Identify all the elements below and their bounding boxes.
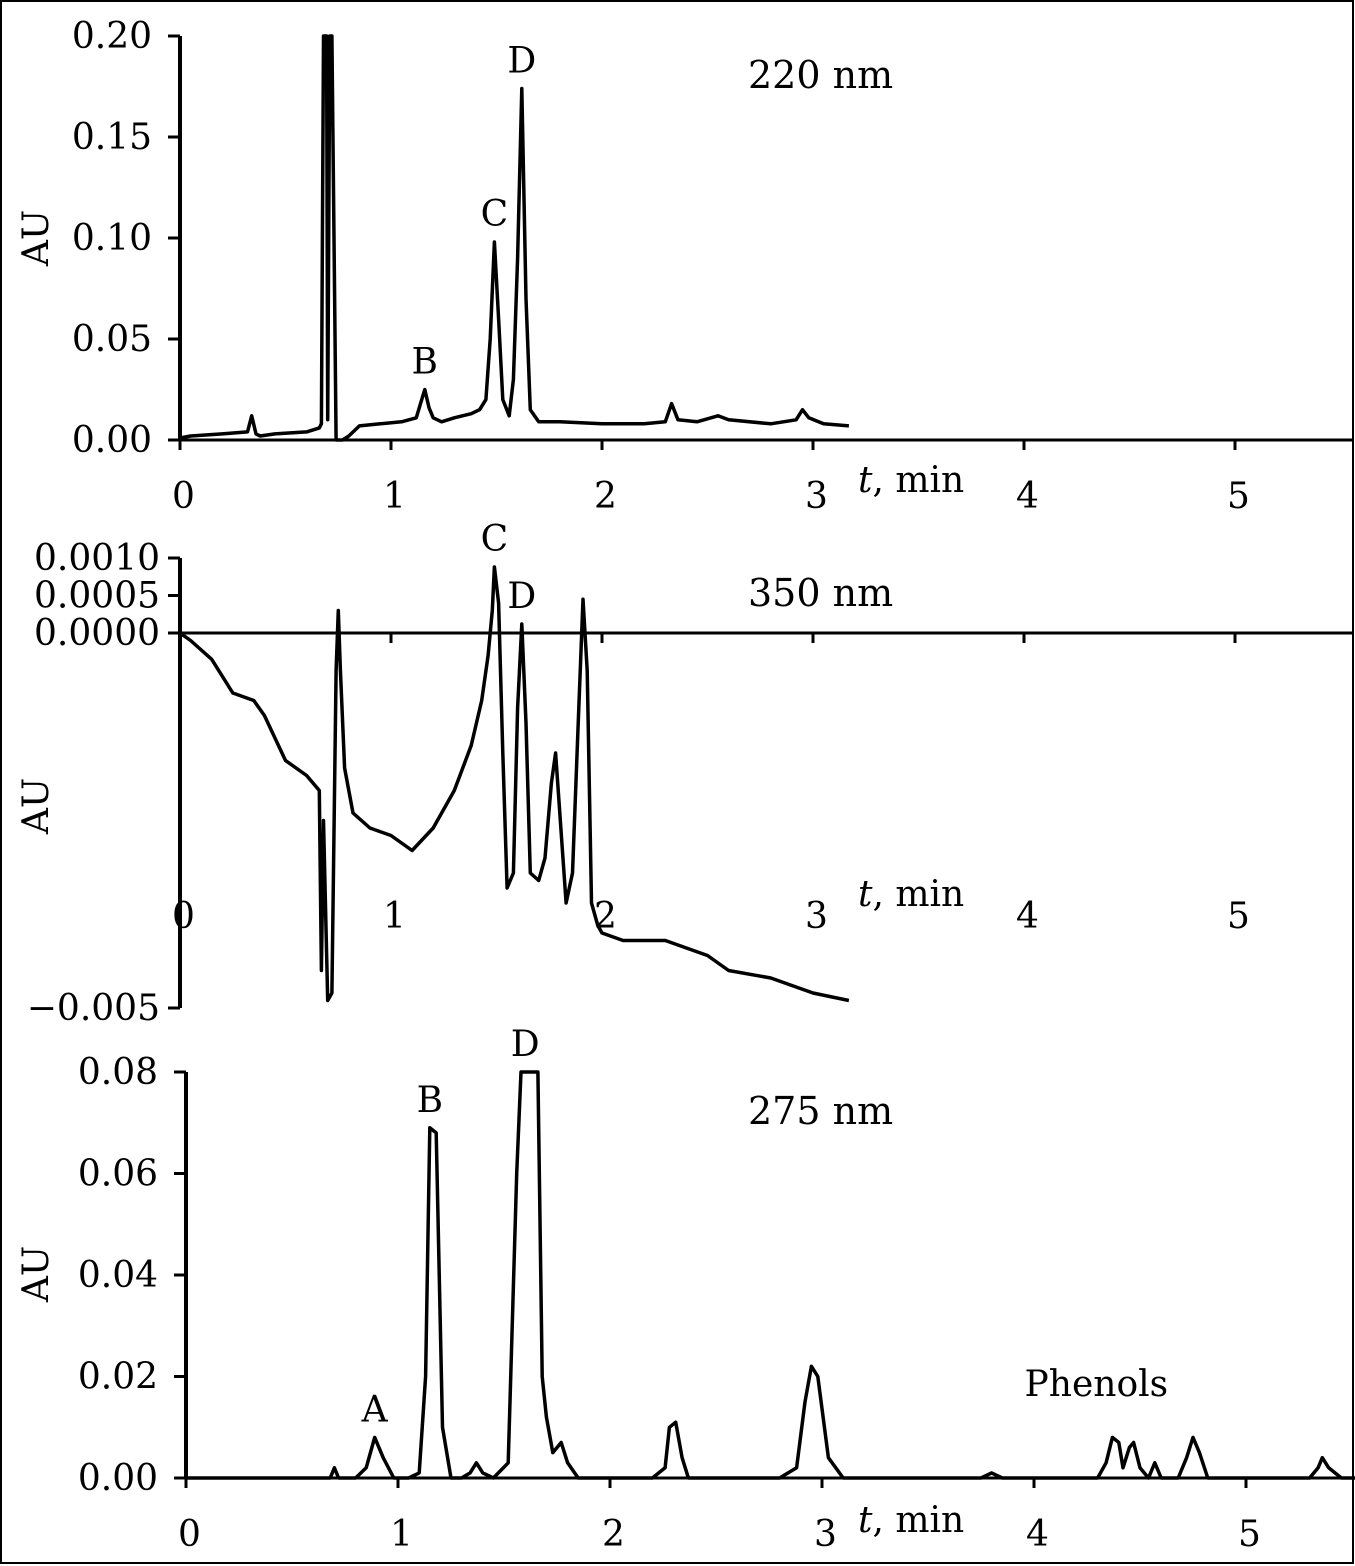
- y-tick-labels: 0.00 0.02 0.04 0.06 0.08: [78, 1052, 158, 1499]
- panel-275nm: 0 1 2 3 4 5 0.00 0.02 0.04 0.06 0.08 A B D Phenols A…: [16, 1024, 1355, 1555]
- peak-label-c: C: [481, 194, 509, 235]
- x-tick-label: 1: [383, 896, 406, 937]
- x-tick-labels: 0 1 2 3 4 5: [172, 476, 1250, 517]
- chromatogram-trace: [178, 565, 850, 1003]
- y-tick-label: 0.05: [72, 319, 152, 360]
- y-tick-label: 0.02: [78, 1357, 158, 1398]
- peak-label-d: D: [507, 41, 536, 82]
- y-tick-label: 0.00: [72, 420, 152, 461]
- peak-labels: A B D Phenols: [361, 1024, 1168, 1430]
- x-axis-label-italic: t: [858, 874, 873, 915]
- y-axis-label: AU: [16, 778, 57, 835]
- chromatogram-trace: [186, 1070, 1355, 1480]
- x-axis-label-rest: , min: [872, 460, 964, 501]
- x-axis-label-italic: t: [858, 1500, 873, 1541]
- peak-labels: CD: [481, 519, 537, 617]
- y-axis-label: AU: [16, 210, 57, 267]
- y-tick-label: 0.0010: [34, 538, 160, 579]
- peak-label-d: D: [507, 576, 536, 617]
- x-axis-label: t, min: [858, 460, 964, 501]
- y-tick-label: 0.04: [78, 1255, 158, 1296]
- x-tick-label: 5: [1227, 896, 1250, 937]
- y-tick-label: 0.00: [78, 1458, 158, 1499]
- wavelength-annotation: 275 nm: [748, 1089, 893, 1133]
- x-tick-label: 2: [594, 476, 617, 517]
- peak-labels: B C D: [412, 41, 537, 383]
- x-tick-labels: 0 1 2 3 4 5: [178, 1514, 1261, 1555]
- peak-label-d: D: [511, 1024, 540, 1065]
- y-tick-label: 0.10: [72, 218, 152, 259]
- x-axis-label: t, min: [858, 874, 964, 915]
- wavelength-annotation: 220 nm: [748, 53, 893, 97]
- axes: [168, 34, 1352, 450]
- x-tick-label: 4: [1016, 896, 1039, 937]
- x-tick-label: 0: [178, 1514, 201, 1555]
- panel-220nm: 0 1 2 3 4 5 0.00 0.05 0.10 0.15 0.20 B C D AU t, mi…: [16, 16, 1352, 517]
- y-tick-labels: 0.00 0.05 0.10 0.15 0.20: [72, 16, 152, 461]
- x-tick-label: 0: [172, 896, 195, 937]
- axes: [174, 1070, 1352, 1488]
- plot-lines: [179, 34, 850, 442]
- peak-label-a: A: [361, 1389, 389, 1430]
- x-tick-labels: 0 1 2 3 4 5: [172, 896, 1250, 937]
- y-axis-label: AU: [16, 1246, 57, 1303]
- y-tick-label: 0.0000: [34, 613, 160, 654]
- peak-label-b: B: [417, 1080, 443, 1121]
- y-tick-label: 0.0005: [34, 576, 160, 617]
- chromatogram-trace: [179, 34, 850, 442]
- x-axis-label-italic: t: [858, 460, 873, 501]
- y-tick-label: 0.15: [72, 117, 152, 158]
- peak-label-b: B: [412, 342, 438, 383]
- wavelength-annotation: 350 nm: [748, 571, 893, 615]
- x-axis-label-rest: , min: [872, 874, 964, 915]
- x-axis-label-rest: , min: [872, 1500, 964, 1541]
- x-tick-label: 2: [594, 896, 617, 937]
- peak-label-phenols: Phenols: [1025, 1364, 1169, 1405]
- peak-label-c: C: [481, 519, 509, 560]
- x-tick-label: 2: [602, 1514, 625, 1555]
- x-tick-label: 4: [1016, 476, 1039, 517]
- x-tick-label: 1: [383, 476, 406, 517]
- plot-lines: [178, 565, 850, 1003]
- x-tick-label: 3: [805, 896, 828, 937]
- x-tick-label: 5: [1227, 476, 1250, 517]
- x-tick-label: 3: [805, 476, 828, 517]
- x-tick-label: 1: [390, 1514, 413, 1555]
- x-axis-label: t, min: [858, 1500, 964, 1541]
- x-tick-label: 0: [172, 476, 195, 517]
- x-tick-label: 5: [1238, 1514, 1261, 1555]
- x-tick-label: 4: [1026, 1514, 1049, 1555]
- y-tick-label: 0.20: [72, 16, 152, 57]
- y-tick-label: −0.005: [27, 988, 160, 1029]
- y-tick-label: 0.06: [78, 1154, 158, 1195]
- x-tick-label: 3: [814, 1514, 837, 1555]
- y-tick-label: 0.08: [78, 1052, 158, 1093]
- plot-lines: [186, 1070, 1355, 1480]
